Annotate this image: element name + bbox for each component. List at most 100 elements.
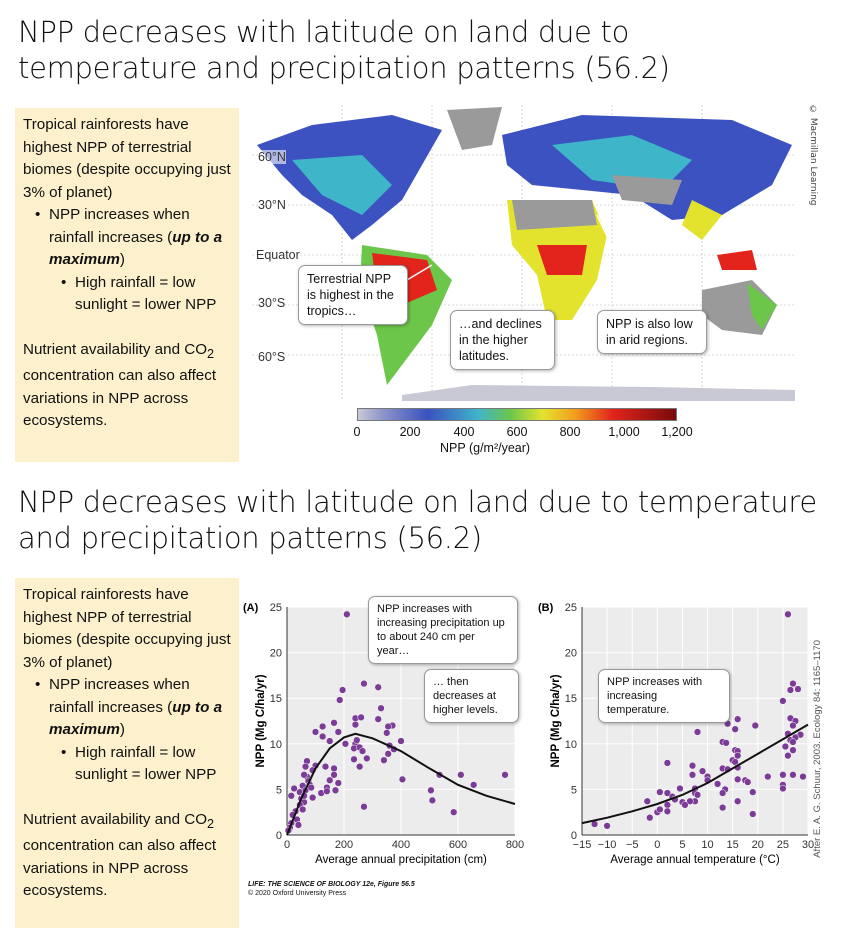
- data-point: [384, 722, 392, 731]
- data-point: [377, 704, 385, 712]
- notes-intro: Tropical rainforests have highest NPP of…: [23, 586, 231, 671]
- x-tick-label: 30: [802, 839, 814, 851]
- data-point: [358, 747, 367, 755]
- x-tick-label: 10: [701, 839, 713, 851]
- data-point: [779, 784, 787, 793]
- data-point: [470, 781, 478, 789]
- data-point: [338, 686, 347, 694]
- callout-pointers: [406, 154, 643, 311]
- figure-caption: LIFE: THE SCIENCE OF BIOLOGY 12e, Figure…: [248, 881, 415, 897]
- data-point: [330, 719, 338, 727]
- x-tick-label: −10: [598, 839, 617, 851]
- data-point: [656, 788, 664, 796]
- panel-label: (B): [538, 602, 554, 614]
- data-point: [718, 803, 727, 812]
- data-point: [779, 771, 787, 779]
- data-point: [301, 762, 310, 771]
- data-point: [656, 805, 664, 814]
- map-credit: © Macmillan Learning: [808, 105, 818, 206]
- data-point: [794, 685, 802, 693]
- data-point: [731, 725, 739, 733]
- notes-sub-bullet: High rainfall = low sunlight = lower NPP: [23, 272, 231, 317]
- data-point: [356, 762, 364, 771]
- data-point: [374, 683, 382, 691]
- x-axis-label: Average annual temperature (°C): [610, 854, 779, 866]
- data-point: [363, 754, 371, 763]
- notes-nutrient: Nutrient availability and CO2 concentrat…: [23, 810, 217, 900]
- data-point: [786, 686, 795, 694]
- npp-colorbar: [357, 408, 677, 421]
- data-point: [353, 736, 361, 744]
- x-tick-label: 20: [752, 839, 764, 851]
- fit-curve: [286, 732, 516, 836]
- data-point: [334, 779, 342, 787]
- y-tick-label: 20: [270, 648, 282, 660]
- data-point: [663, 789, 672, 797]
- y-tick-label: 0: [276, 830, 282, 842]
- data-point: [713, 780, 722, 788]
- data-point: [351, 720, 360, 729]
- data-point: [784, 610, 792, 618]
- lat-label: 60°S: [258, 350, 286, 364]
- x-tick-label: 200: [335, 839, 353, 851]
- notes-bullet: NPP increases when rainfall increases (u…: [23, 674, 231, 742]
- source-credit: After E. A. G. Schuur, 2003. Ecology 84:…: [812, 640, 823, 858]
- colorbar-label: NPP (g/m²/year): [440, 441, 531, 455]
- x-tick-label: 400: [392, 839, 410, 851]
- data-point: [307, 783, 315, 792]
- data-point: [341, 740, 350, 748]
- data-point: [789, 771, 797, 779]
- notes-bullet: NPP increases when rainfall increases (u…: [23, 204, 231, 272]
- data-point: [357, 713, 365, 722]
- data-point: [734, 752, 742, 760]
- colorbar-tick: 1,200: [661, 425, 693, 439]
- x-tick-label: 0: [284, 839, 290, 851]
- panel-label: (A): [243, 602, 259, 614]
- data-point: [374, 715, 382, 723]
- data-point: [676, 784, 684, 793]
- notes-intro: Tropical rainforests have highest NPP of…: [23, 116, 231, 201]
- data-point: [718, 789, 727, 797]
- data-point: [799, 772, 807, 781]
- data-point: [781, 742, 790, 751]
- data-point: [663, 759, 672, 767]
- y-tick-label: 5: [276, 784, 282, 796]
- colorbar-tick: 400: [453, 425, 475, 439]
- data-point: [360, 803, 368, 811]
- data-point: [749, 810, 757, 818]
- data-point: [698, 767, 707, 775]
- data-point: [326, 737, 334, 745]
- data-point: [384, 750, 392, 758]
- y-axis-label: NPP (Mg C/ha/yr): [550, 674, 562, 767]
- y-axis-label: NPP (Mg C/ha/yr): [255, 674, 267, 767]
- callout-arid: NPP is also low in arid regions.: [597, 310, 707, 354]
- data-point: [749, 788, 757, 796]
- data-point: [789, 679, 797, 688]
- data-point: [343, 610, 351, 618]
- data-point: [663, 801, 672, 809]
- y-tick-label: 15: [270, 693, 282, 705]
- data-point: [693, 791, 702, 799]
- data-point: [779, 697, 787, 705]
- data-point: [318, 732, 327, 741]
- data-point: [326, 776, 334, 784]
- colorbar-tick: 200: [399, 425, 421, 439]
- data-point: [688, 762, 697, 770]
- data-point: [398, 775, 407, 784]
- data-point: [330, 764, 338, 773]
- data-point: [383, 729, 391, 737]
- lat-label: 60°N: [258, 150, 286, 164]
- callout-tropics: Terrestrial NPP is highest in the tropic…: [298, 265, 408, 325]
- x-tick-label: 25: [777, 839, 789, 851]
- data-point: [309, 793, 317, 802]
- slide1-notes: Tropical rainforests have highest NPP of…: [15, 108, 239, 462]
- data-point: [686, 797, 694, 805]
- data-point: [360, 679, 368, 688]
- data-point: [457, 771, 465, 779]
- data-point: [287, 792, 295, 800]
- data-point: [501, 771, 509, 779]
- annotation-precip-decrease: … then decreases at higher levels.: [424, 669, 519, 723]
- y-tick-label: 10: [565, 739, 577, 751]
- x-tick-label: −5: [626, 839, 639, 851]
